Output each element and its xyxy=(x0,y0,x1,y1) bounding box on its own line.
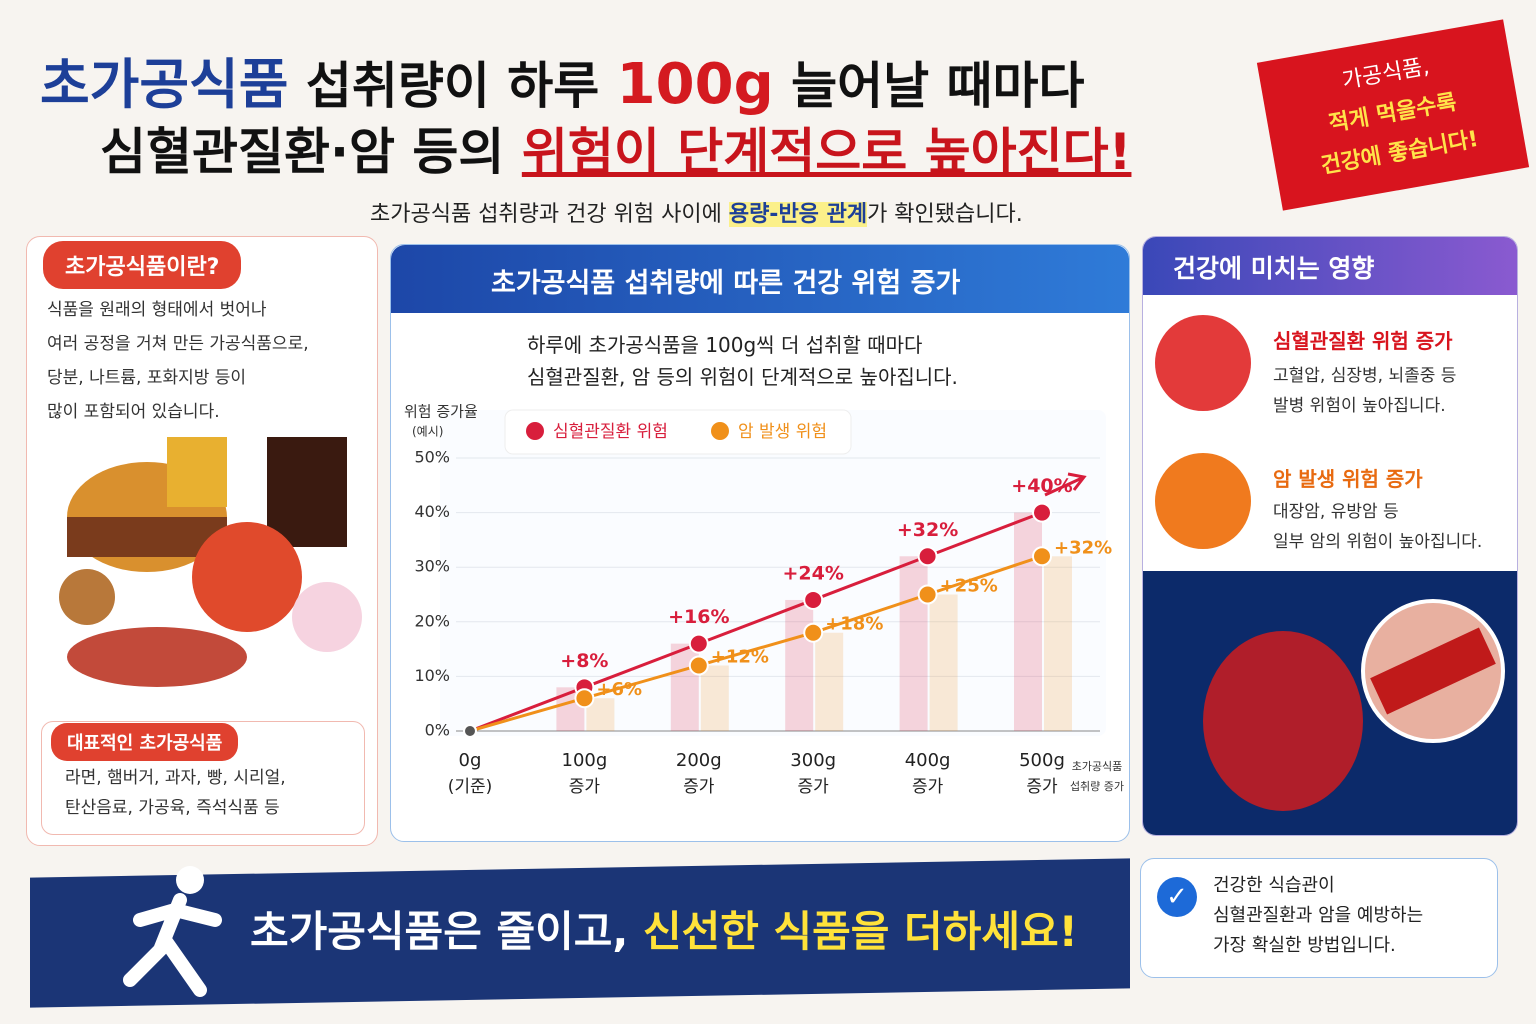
body-line: 많이 포함되어 있습니다. xyxy=(47,402,220,422)
body-line: 식품을 원래의 형태에서 벗어나 xyxy=(47,300,267,320)
check-icon: ✓ xyxy=(1157,877,1197,917)
note: 건강한 식습관이 심혈관질환과 암을 예방하는 가장 확실한 방법입니다. xyxy=(1213,871,1423,961)
slogan-part: 초가공식품은 줄이고, xyxy=(250,907,629,956)
food-illustration xyxy=(59,437,362,687)
title-part: 늘어날 때마다 xyxy=(791,57,1085,115)
subtitle-part: 초가공식품 섭취량과 건강 위험 사이에 xyxy=(370,202,722,227)
title-line2: 심혈관질환·암 등의 위험이 단계적으로 높아진다! xyxy=(100,112,1131,184)
right-title: 건강에 미치는 영향 xyxy=(1173,254,1375,283)
note-line: 심혈관질환과 암을 예방하는 xyxy=(1213,905,1424,926)
right-header xyxy=(1143,237,1517,295)
note-box: ✓ 건강한 식습관이 심혈관질환과 암을 예방하는 가장 확실한 방법입니다. xyxy=(1140,858,1498,978)
desc-line: 하루에 초가공식품을 100g씩 더 섭취할 때마다 xyxy=(527,333,923,357)
subtitle-part: 가 확인됐습니다. xyxy=(867,202,1023,227)
chart-header xyxy=(391,245,1129,313)
virus-icon xyxy=(1155,453,1251,549)
heart-icon xyxy=(1155,315,1251,411)
examples: 라면, 햄버거, 과자, 빵, 시리얼, 탄산음료, 가공육, 즉석식품 등 xyxy=(65,763,286,823)
item-line: 대장암, 유방암 등 xyxy=(1273,502,1399,522)
item-line: 일부 암의 위험이 높아집니다. xyxy=(1273,532,1483,552)
chart-desc: 하루에 초가공식품을 100g씩 더 섭취할 때마다 심혈관질환, 암 등의 위… xyxy=(527,329,958,393)
title-part: 초가공식품 xyxy=(40,53,289,116)
panel-title: 초가공식품이란? xyxy=(43,241,242,289)
body-line: 당분, 나트륨, 포화지방 등이 xyxy=(47,368,247,388)
title-part: 섭취량이 하루 xyxy=(305,57,600,115)
example-line: 라면, 햄버거, 과자, 빵, 시리얼, xyxy=(65,768,286,788)
note-line: 건강한 식습관이 xyxy=(1213,875,1335,896)
title-part: 100g xyxy=(616,52,774,117)
examples-title: 대표적인 초가공식품 xyxy=(51,723,239,761)
subtitle: 초가공식품 섭취량과 건강 위험 사이에 용량-반응 관계가 확인됐습니다. xyxy=(370,196,1023,228)
title-part: 위험이 단계적으로 높아진다! xyxy=(521,123,1132,181)
item-line: 고혈압, 심장병, 뇌졸중 등 xyxy=(1273,366,1457,386)
chart-panel: 초가공식품 섭취량에 따른 건강 위험 증가 하루에 초가공식품을 100g씩 … xyxy=(390,244,1130,842)
stamp: 가공식품, 적게 먹을수록 건강에 좋습니다! xyxy=(1256,19,1530,211)
right-panel: 건강에 미치는 영향 심혈관질환 위험 증가 고혈압, 심장병, 뇌졸중 등 발… xyxy=(1142,236,1518,836)
body-line: 여러 공정을 거쳐 만든 가공식품으로, xyxy=(47,334,309,354)
slogan-part: 신선한 식품을 더하세요! xyxy=(642,907,1078,956)
runner-icon xyxy=(123,866,222,997)
chart-title: 초가공식품 섭취량에 따른 건강 위험 증가 xyxy=(491,268,961,299)
desc-line: 심혈관질환, 암 등의 위험이 단계적으로 높아집니다. xyxy=(527,365,958,389)
item-body: 고혈압, 심장병, 뇌졸중 등 발병 위험이 높아집니다. xyxy=(1273,361,1456,421)
title-line1: 초가공식품 섭취량이 하루 100g 늘어날 때마다 xyxy=(40,40,1085,119)
examples-box xyxy=(41,721,365,835)
item-title: 암 발생 위험 증가 xyxy=(1273,467,1423,491)
left-panel: 초가공식품이란? 식품을 원래의 형태에서 벗어나 여러 공정을 거쳐 만든 가… xyxy=(26,236,378,846)
item-body: 대장암, 유방암 등 일부 암의 위험이 높아집니다. xyxy=(1273,497,1482,557)
subtitle-highlight: 용량-반응 관계 xyxy=(728,202,868,227)
example-line: 탄산음료, 가공육, 즉석식품 등 xyxy=(65,798,280,818)
item-title: 심혈관질환 위험 증가 xyxy=(1273,329,1453,353)
slogan: 초가공식품은 줄이고, 신선한 식품을 더하세요! xyxy=(250,898,1078,959)
note-line: 가장 확실한 방법입니다. xyxy=(1213,935,1396,956)
item-line: 발병 위험이 높아집니다. xyxy=(1273,396,1446,416)
panel-body: 식품을 원래의 형태에서 벗어나 여러 공정을 거쳐 만든 가공식품으로, 당분… xyxy=(47,293,309,429)
heart-illustration xyxy=(1143,571,1517,835)
title-part: 심혈관질환·암 등의 xyxy=(100,123,505,181)
